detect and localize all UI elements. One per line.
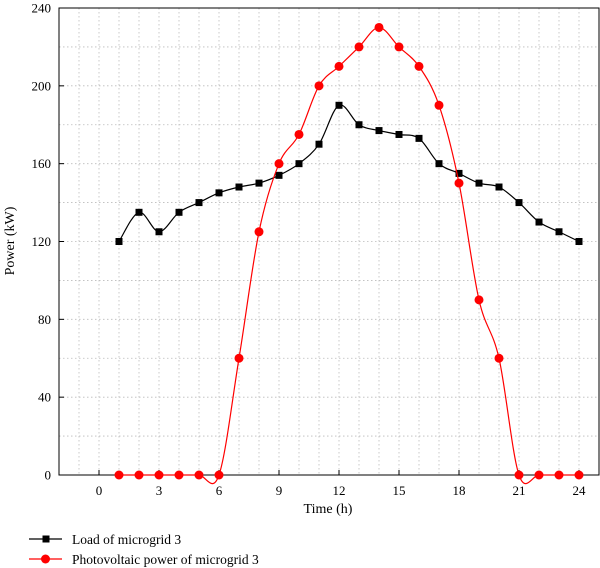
legend: Load of microgrid 3 Photovoltaic power o… — [29, 532, 259, 567]
data-point — [154, 470, 164, 480]
y-tick-label: 80 — [38, 312, 51, 327]
data-point — [295, 160, 303, 168]
data-point — [434, 100, 444, 110]
y-tick-label: 160 — [32, 156, 52, 171]
data-point — [514, 470, 524, 480]
data-point — [534, 470, 544, 480]
data-point — [515, 199, 523, 207]
data-point — [574, 470, 584, 480]
x-tick-label: 0 — [96, 483, 103, 498]
data-point — [555, 228, 563, 236]
data-point — [394, 42, 404, 52]
data-point — [174, 470, 184, 480]
x-tick-label: 3 — [156, 483, 163, 498]
y-tick-label: 240 — [32, 1, 52, 16]
data-point — [114, 470, 124, 480]
data-point — [535, 218, 543, 226]
data-point — [494, 353, 504, 363]
data-point — [214, 470, 224, 480]
y-tick-label: 0 — [45, 468, 52, 483]
series-line — [118, 26, 579, 485]
data-point — [575, 238, 583, 245]
data-point — [415, 134, 423, 142]
data-point — [274, 159, 284, 169]
data-point — [315, 140, 323, 148]
data-point — [215, 189, 223, 197]
data-point — [155, 228, 163, 236]
legend-label-load: Load of microgrid 3 — [72, 532, 181, 547]
x-axis-title: Time (h) — [304, 502, 353, 517]
y-tick-label: 200 — [32, 78, 52, 93]
data-point — [115, 238, 123, 245]
x-tick-label: 15 — [393, 483, 406, 498]
data-point — [195, 199, 203, 207]
series-load — [115, 101, 583, 245]
y-tick-label: 40 — [38, 390, 51, 405]
legend-marker-load — [42, 535, 50, 543]
data-point — [455, 169, 463, 177]
data-point — [235, 183, 243, 191]
data-point — [334, 61, 344, 71]
series-line — [118, 104, 580, 243]
data-point — [335, 101, 343, 109]
data-point — [255, 179, 263, 187]
data-point — [414, 61, 424, 71]
x-tick-label: 6 — [216, 483, 223, 498]
y-tick-label: 120 — [32, 234, 52, 249]
data-point — [495, 183, 503, 191]
legend-label-pv: Photovoltaic power of microgrid 3 — [72, 552, 259, 567]
series-layer — [114, 22, 584, 485]
x-tick-label: 12 — [333, 483, 346, 498]
data-point — [374, 22, 384, 32]
grid — [59, 8, 599, 475]
data-point — [234, 353, 244, 363]
data-point — [194, 470, 204, 480]
data-point — [135, 208, 143, 216]
data-point — [294, 129, 304, 139]
data-point — [314, 81, 324, 91]
series-pv — [114, 22, 584, 485]
x-tick-label: 9 — [276, 483, 283, 498]
data-point — [435, 160, 443, 168]
x-tick-label: 21 — [513, 483, 526, 498]
data-point — [454, 178, 464, 188]
data-point — [254, 227, 264, 237]
data-point — [474, 295, 484, 305]
data-point — [275, 171, 283, 179]
data-point — [354, 42, 364, 52]
y-axis-title: Power (kW) — [3, 206, 18, 275]
x-tick-label: 24 — [573, 483, 587, 498]
data-point — [375, 127, 383, 135]
data-point — [554, 470, 564, 480]
legend-marker-pv — [41, 554, 50, 564]
data-point — [134, 470, 144, 480]
data-point — [175, 208, 183, 216]
data-point — [475, 179, 483, 187]
x-tick-label: 18 — [453, 483, 466, 498]
data-point — [395, 130, 403, 138]
data-point — [355, 121, 363, 129]
